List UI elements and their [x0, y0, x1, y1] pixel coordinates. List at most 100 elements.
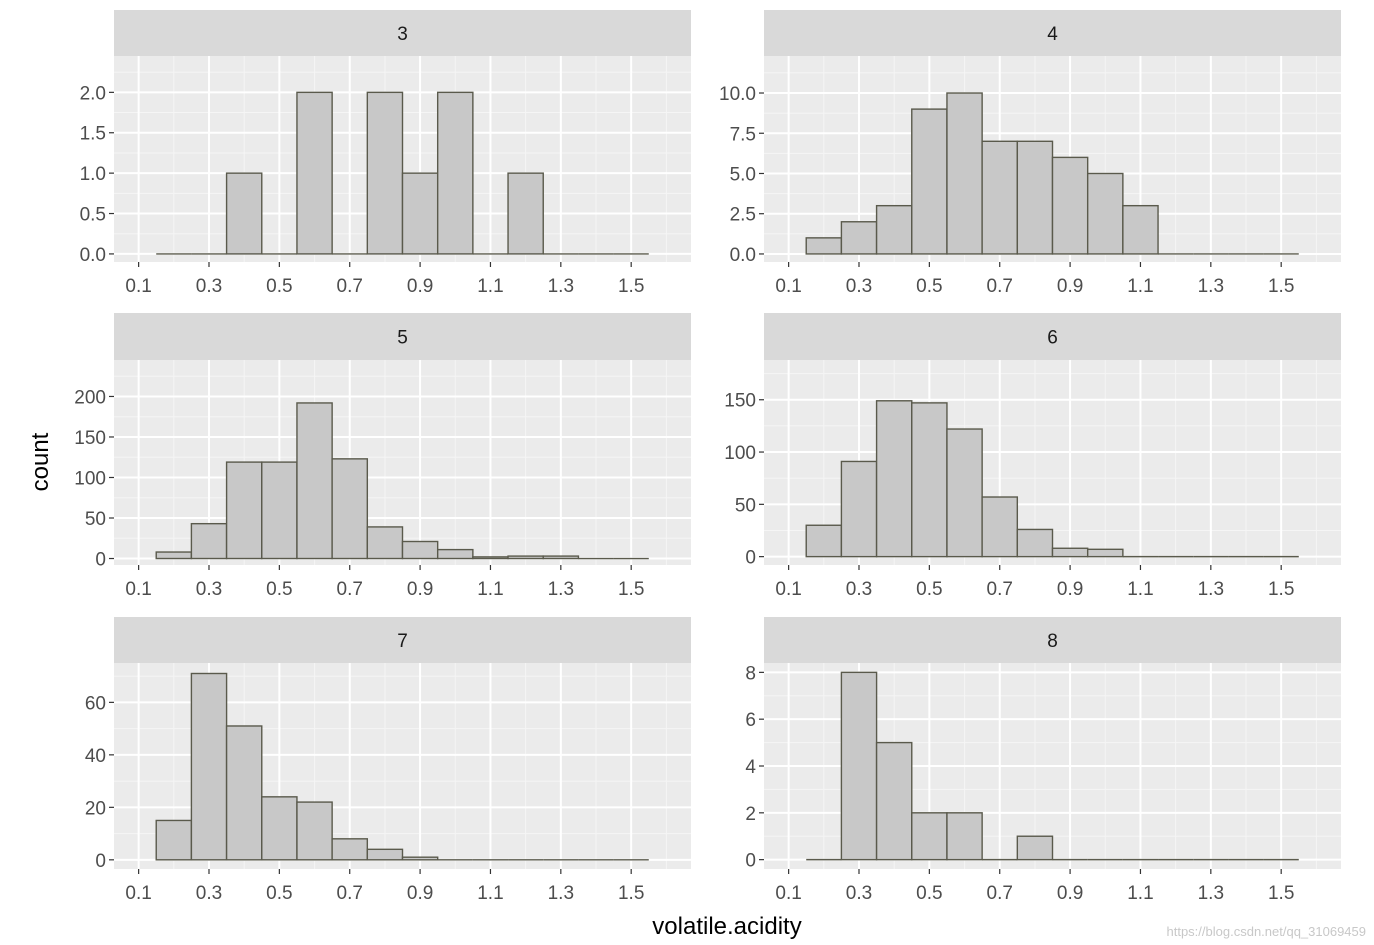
histogram-bar	[1016, 835, 1054, 861]
y-tick-label: 0.5	[80, 205, 106, 226]
histogram-bar	[1086, 548, 1124, 558]
histogram-bar	[296, 402, 333, 560]
histogram-bar	[1122, 204, 1159, 255]
y-tick-label: 200	[74, 387, 106, 408]
x-tick-label: 0.1	[125, 883, 151, 904]
y-tick-label: 6	[745, 710, 756, 731]
x-tick-label: 0.9	[1057, 579, 1083, 600]
x-tick-label: 0.7	[987, 276, 1013, 297]
histogram-bar	[261, 461, 298, 560]
x-tick-label: 0.1	[775, 276, 801, 297]
histogram-bar	[366, 91, 404, 255]
histogram-bar	[840, 671, 878, 861]
x-tick-label: 0.5	[266, 276, 292, 297]
y-tick-label: 1.5	[80, 124, 106, 145]
histogram-bar	[366, 526, 404, 560]
x-tick-label: 0.1	[775, 579, 801, 600]
x-tick-label: 0.9	[407, 276, 433, 297]
x-tick-label: 0.7	[337, 579, 363, 600]
histogram-bar	[946, 812, 983, 861]
x-tick-label: 0.3	[846, 276, 872, 297]
x-tick-label: 0.7	[337, 276, 363, 297]
x-tick-label: 1.1	[477, 579, 503, 600]
x-tick-label: 0.5	[266, 579, 292, 600]
x-tick-label: 0.9	[407, 883, 433, 904]
histogram-bar	[946, 428, 983, 558]
histogram-bar	[401, 540, 439, 560]
y-tick-label: 100	[724, 443, 756, 464]
histogram-bar	[1051, 547, 1089, 558]
facet-strip-label: 3	[397, 24, 408, 45]
x-tick-label: 0.7	[987, 883, 1013, 904]
watermark: https://blog.csdn.net/qq_31069459	[1166, 924, 1367, 939]
histogram-bar	[946, 92, 983, 255]
y-tick-label: 5.0	[730, 164, 756, 185]
x-tick-label: 1.5	[618, 883, 644, 904]
histogram-bar	[296, 91, 333, 255]
histogram-bar	[472, 556, 509, 560]
y-tick-label: 0	[95, 851, 106, 872]
x-axis-title: volatile.acidity	[652, 913, 801, 940]
x-tick-label: 1.5	[1268, 276, 1294, 297]
x-tick-label: 0.3	[196, 579, 222, 600]
y-tick-label: 0	[95, 550, 106, 571]
histogram-bar	[296, 801, 333, 861]
y-tick-label: 0	[745, 548, 756, 569]
facet-strip-label: 7	[397, 631, 408, 652]
histogram-bar	[1016, 528, 1054, 558]
histogram-bar	[1086, 172, 1124, 255]
histogram-bar	[911, 402, 948, 558]
y-tick-label: 0.0	[80, 245, 106, 266]
histogram-bar	[805, 237, 843, 255]
x-tick-label: 1.3	[1198, 579, 1224, 600]
x-tick-label: 1.3	[1198, 276, 1224, 297]
y-tick-label: 60	[85, 693, 106, 714]
histogram-bar	[190, 522, 228, 560]
y-tick-label: 8	[745, 663, 756, 684]
facet-strip-label: 8	[1047, 631, 1058, 652]
y-tick-label: 50	[735, 495, 756, 516]
y-tick-label: 0.0	[730, 245, 756, 266]
x-tick-label: 0.1	[125, 276, 151, 297]
histogram-bar	[875, 741, 913, 861]
histogram-bar	[331, 458, 369, 560]
histogram-bar	[261, 796, 298, 861]
facet-panel-8: 8 0.1 0.3 0.5 0.7 0.9 1.1 1.3 1.5 0 2 4 6 8	[745, 617, 1341, 904]
x-tick-label: 0.3	[846, 883, 872, 904]
histogram-bar	[155, 819, 193, 861]
histogram-bar	[507, 172, 544, 255]
histogram-bar	[436, 91, 474, 255]
histogram-bar	[225, 725, 263, 861]
x-tick-label: 1.3	[548, 579, 574, 600]
facet-strip-label: 4	[1047, 24, 1058, 45]
histogram-bar	[507, 555, 544, 560]
histogram-bar	[911, 108, 948, 255]
facet-strip-label: 5	[397, 328, 408, 349]
y-tick-label: 100	[74, 468, 106, 489]
x-tick-label: 1.1	[1127, 276, 1153, 297]
x-tick-label: 1.3	[548, 276, 574, 297]
facet-panel-4: 4 0.1 0.3 0.5 0.7 0.9 1.1 1.3 1.5 0.0 2.5 5.0 7.5 10.…	[719, 10, 1341, 297]
y-tick-label: 40	[85, 746, 106, 767]
histogram-bar	[805, 524, 843, 558]
x-tick-label: 0.5	[266, 883, 292, 904]
x-tick-label: 1.5	[1268, 579, 1294, 600]
facet-panel-7: 7 0.1 0.3 0.5 0.7 0.9 1.1 1.3 1.5 0 20 40 60	[85, 617, 691, 904]
x-tick-label: 1.5	[618, 276, 644, 297]
histogram-bar	[981, 140, 1019, 255]
facet-strip	[764, 617, 1341, 663]
y-tick-label: 20	[85, 798, 106, 819]
facet-strip	[764, 313, 1341, 360]
x-tick-label: 0.5	[916, 883, 942, 904]
x-tick-label: 1.5	[1268, 883, 1294, 904]
y-tick-label: 50	[85, 509, 106, 530]
facet-panel-5: 5 0.1 0.3 0.5 0.7 0.9 1.1 1.3 1.5 0 50 100 150 200	[74, 313, 691, 600]
y-tick-label: 0	[745, 851, 756, 872]
x-tick-label: 1.3	[548, 883, 574, 904]
x-tick-label: 1.3	[1198, 883, 1224, 904]
histogram-bar	[542, 555, 580, 560]
x-tick-label: 0.3	[196, 276, 222, 297]
histogram-bar	[840, 221, 878, 255]
x-tick-label: 0.9	[1057, 276, 1083, 297]
histogram-bar	[366, 848, 404, 861]
